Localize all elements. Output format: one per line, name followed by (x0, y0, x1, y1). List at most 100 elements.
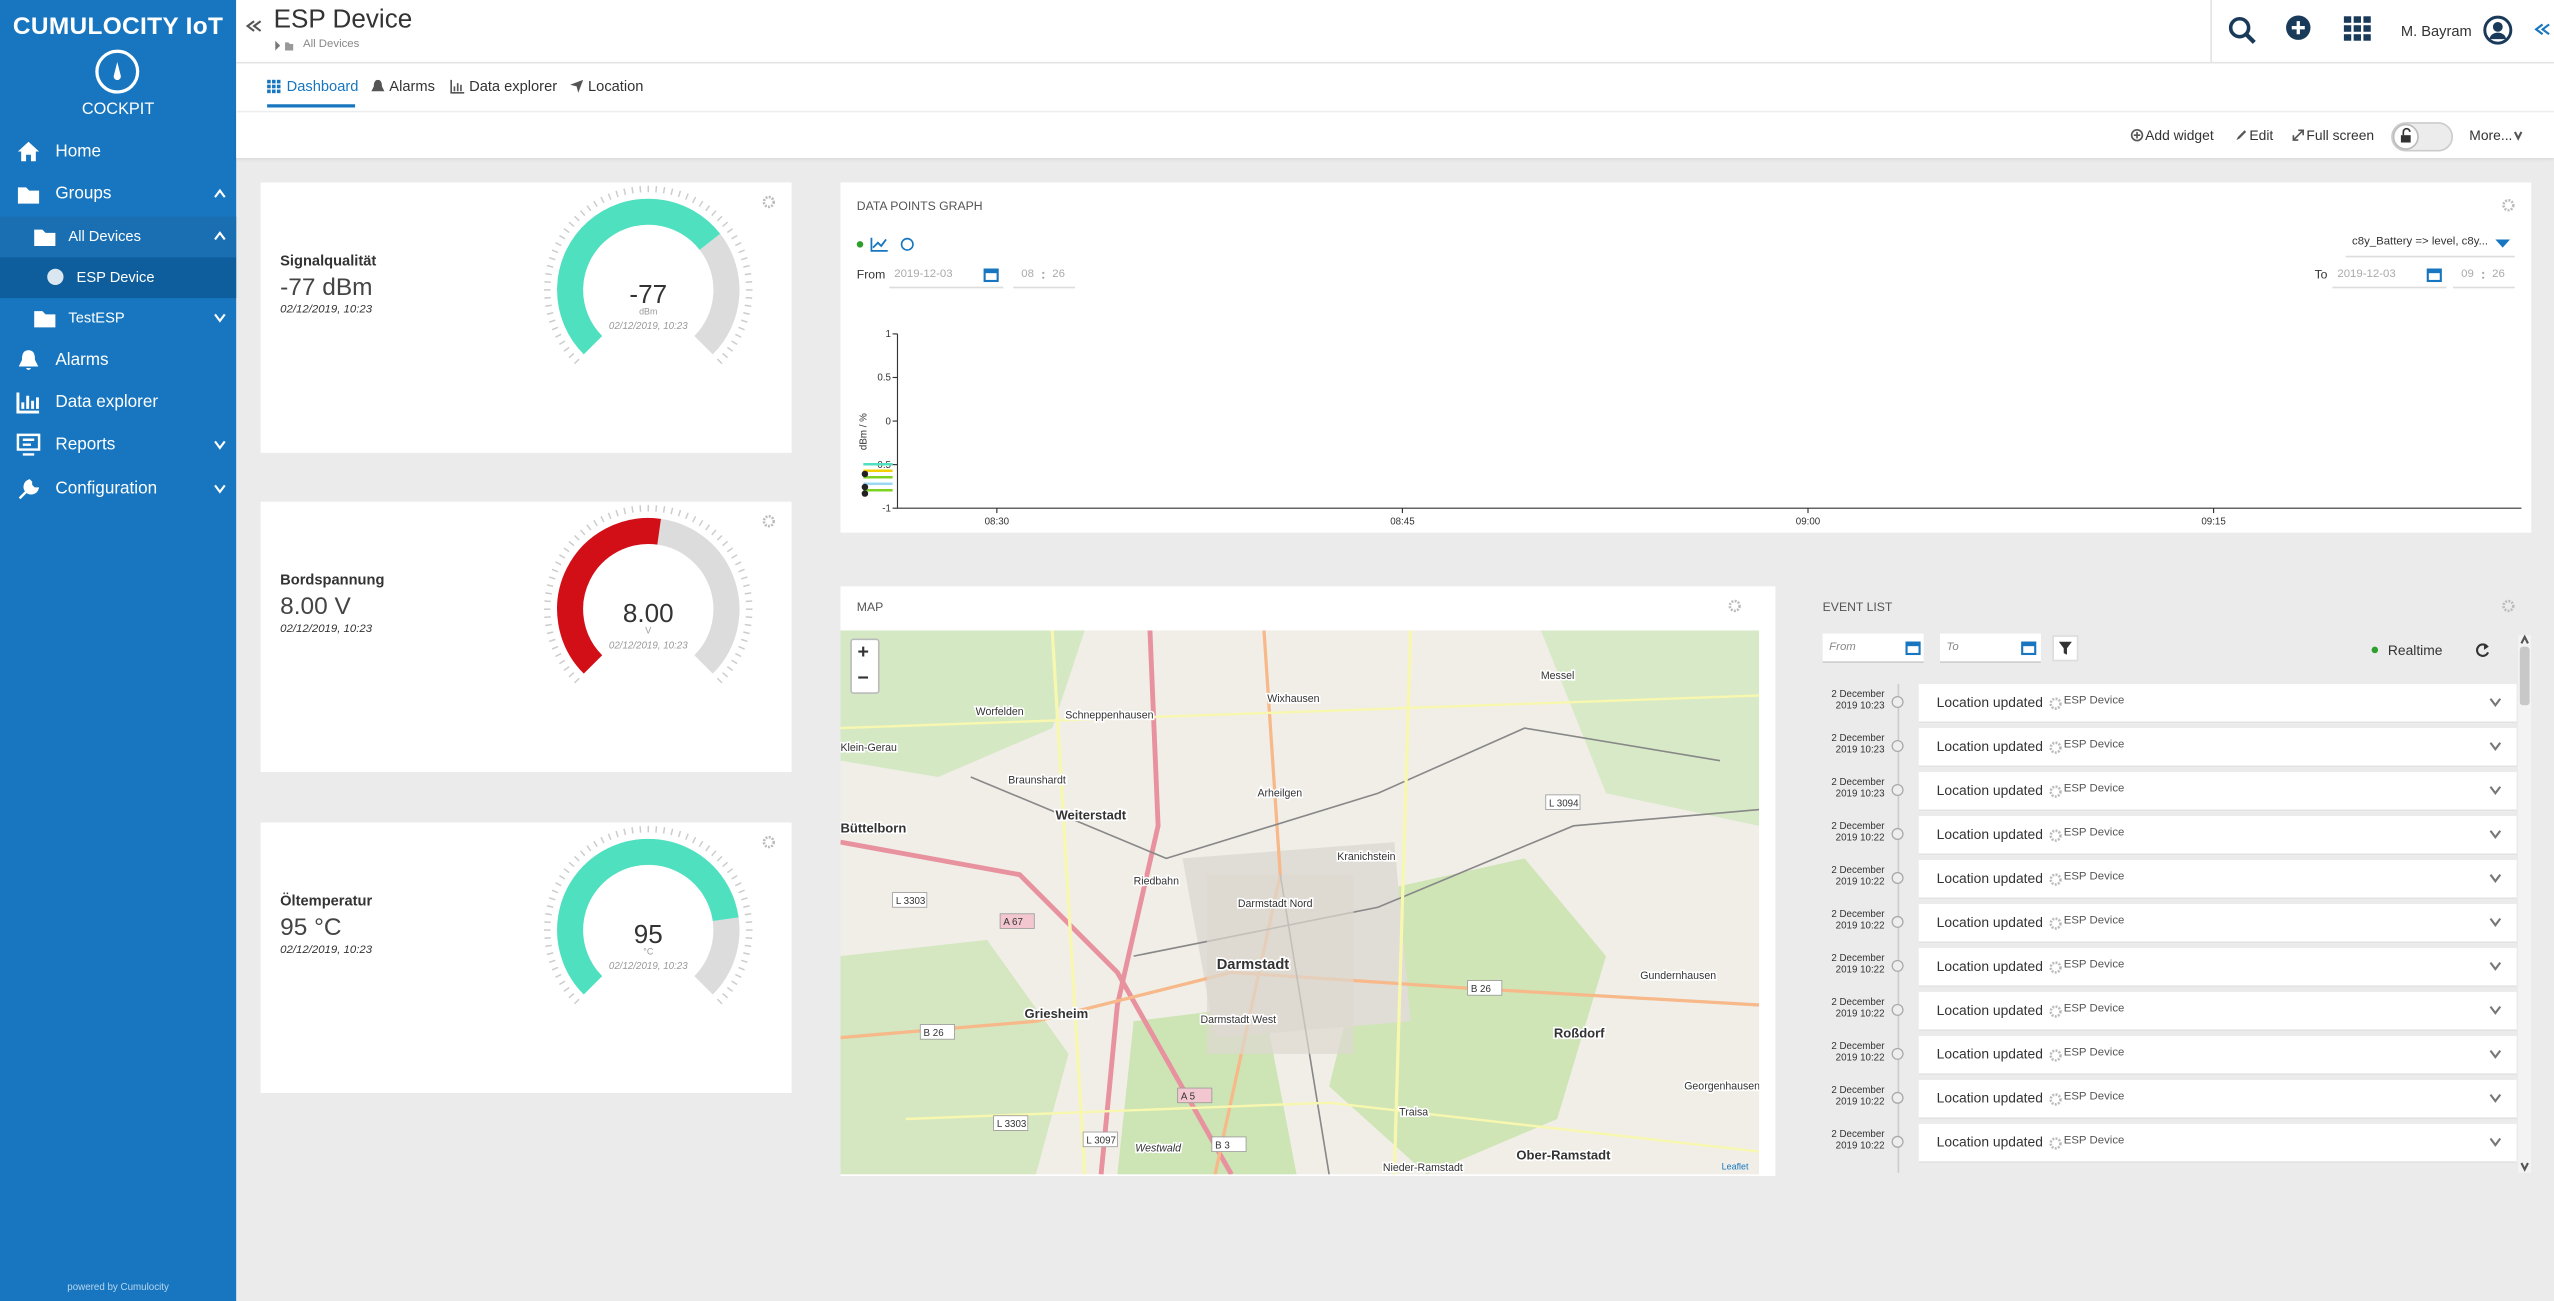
filter-input[interactable] (1939, 633, 2041, 663)
gauge: 8.00V 02/12/2019, 10:23 (544, 504, 753, 684)
nav-item[interactable]: TestESP (68, 309, 125, 326)
nav-item[interactable]: Configuration (55, 478, 158, 499)
event-card[interactable] (1918, 904, 2517, 944)
settings-icon (762, 515, 775, 528)
chevron-icon (2534, 23, 2550, 36)
event-text: Location updated (1936, 1045, 2043, 1062)
event-time: 2019 10:22 (1835, 1009, 1885, 1020)
apps-dot[interactable] (2353, 16, 2361, 23)
y-axis-label: dBm / % (859, 413, 870, 450)
user-name[interactable]: M. Bayram (2400, 22, 2472, 40)
event-card[interactable] (1918, 1035, 2517, 1076)
event-card[interactable] (1918, 1123, 2517, 1163)
scroll-thumb[interactable] (2519, 646, 2530, 706)
toolbar (236, 112, 2554, 158)
tab[interactable]: Location (588, 78, 644, 95)
time-box[interactable] (1013, 262, 1076, 289)
icon (267, 84, 271, 89)
gauge-tick (738, 568, 745, 573)
series-select[interactable] (2345, 231, 2515, 258)
gauge-track (656, 518, 740, 674)
nav-item[interactable]: Groups (55, 184, 112, 204)
nav-item[interactable]: ESP Device (76, 268, 155, 286)
time-box[interactable] (2453, 262, 2515, 289)
gauge-tick (574, 998, 580, 1005)
gear (2049, 784, 2062, 797)
gauge-tick (655, 826, 658, 833)
icon (34, 311, 56, 328)
event-card[interactable] (1918, 991, 2517, 1032)
breadcrumb[interactable]: All Devices (302, 39, 360, 51)
series-select-text: c8y_Battery => level, c8y... (2352, 236, 2489, 248)
icon (18, 350, 39, 370)
chevron-icon (214, 231, 226, 241)
toolbar-button[interactable]: More... (2469, 127, 2513, 144)
apps-dot[interactable] (2343, 16, 2352, 23)
nav-icon (18, 479, 40, 500)
gauge-tick (544, 600, 551, 603)
icon (984, 269, 998, 274)
event-text: Location updated (1936, 1001, 2043, 1019)
apps-dot[interactable] (2363, 25, 2371, 32)
help-icon[interactable] (900, 237, 914, 251)
nav-item[interactable]: All Devices (68, 228, 141, 245)
icon (276, 84, 281, 89)
nav-item[interactable]: Home (55, 141, 102, 162)
event-card[interactable] (1918, 728, 2517, 768)
avatar-ring[interactable] (2483, 15, 2513, 45)
date-input[interactable] (889, 262, 1004, 289)
apps-dot[interactable] (2353, 34, 2361, 41)
realtime-label[interactable]: Realtime (2387, 641, 2443, 659)
road-shield (1177, 1087, 1213, 1104)
tab[interactable]: Dashboard (286, 78, 359, 95)
map-place-label: Gundernhausen (1640, 970, 1716, 982)
chevron-icon (2489, 786, 2502, 796)
zoom-out[interactable]: − (857, 666, 869, 689)
gauge-tick (722, 540, 729, 547)
event-date: 2 December (1831, 734, 1885, 745)
event-card[interactable] (1918, 816, 2517, 856)
series-point (861, 470, 869, 478)
event-card[interactable] (1918, 947, 2517, 988)
chevron-icon (2489, 1137, 2502, 1147)
chevron-icon (214, 484, 226, 494)
zoom-control[interactable] (850, 638, 880, 694)
gear (762, 515, 775, 528)
apps-dot[interactable] (2343, 25, 2352, 32)
map-area (840, 630, 1085, 777)
search-icon[interactable] (2228, 16, 2251, 39)
toolbar-button[interactable]: Edit (2249, 127, 2274, 144)
gauge-tick (546, 584, 554, 588)
zoom-in[interactable]: + (857, 640, 869, 663)
apps-dot[interactable] (2363, 34, 2371, 41)
gauge-tick (559, 980, 566, 986)
avatar-head (2492, 21, 2503, 32)
date-input[interactable] (2332, 262, 2447, 289)
tab[interactable]: Data explorer (469, 78, 558, 95)
event-card[interactable] (1918, 684, 2517, 724)
icon (34, 229, 56, 246)
apps-dot[interactable] (2363, 16, 2371, 23)
toolbar-icon (2292, 129, 2304, 141)
event-card[interactable] (1918, 860, 2517, 900)
road-label: A 5 (1181, 1091, 1196, 1102)
gear (762, 195, 775, 209)
toolbar-button[interactable]: Full screen (2306, 127, 2375, 144)
nav-item[interactable]: Alarms (55, 350, 109, 370)
gauge-tick (738, 326, 745, 331)
gauge-tick (574, 855, 580, 862)
chart-icon[interactable] (870, 237, 888, 252)
nav-item[interactable]: Data explorer (55, 392, 159, 413)
toolbar-button[interactable]: Add widget (2145, 127, 2214, 144)
gauge-tick (568, 861, 575, 868)
gauge-tick (740, 959, 748, 963)
event-card[interactable] (1918, 1079, 2517, 1120)
event-card[interactable] (1918, 772, 2517, 812)
legend-dot (856, 241, 864, 248)
tab[interactable]: Alarms (389, 78, 435, 95)
apps-dot[interactable] (2353, 25, 2361, 32)
map-area (1540, 630, 1760, 826)
nav-item[interactable]: Reports (55, 434, 116, 455)
apps-dot[interactable] (2343, 34, 2352, 41)
y-tick-label: 0 (886, 416, 892, 427)
